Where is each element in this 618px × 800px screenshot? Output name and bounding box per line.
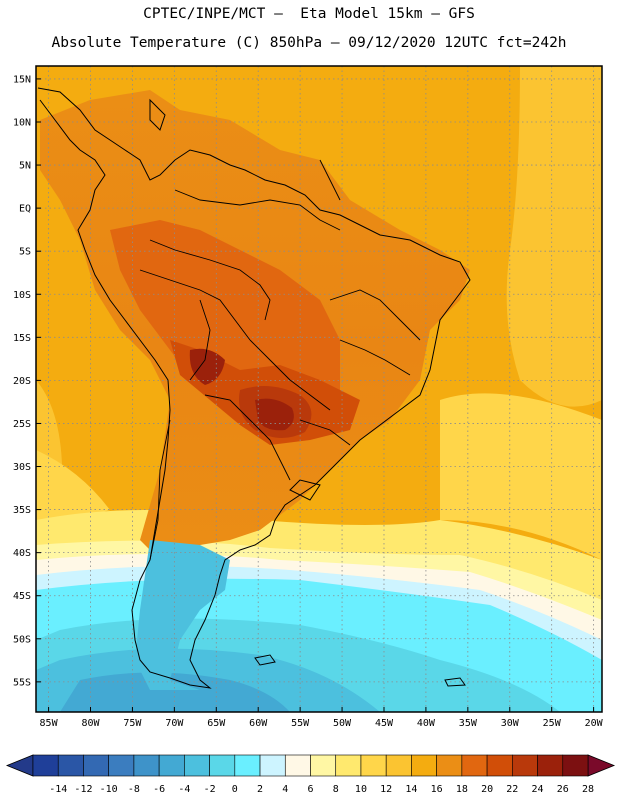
lon-label: 55W (291, 718, 310, 729)
lat-label: 15S (13, 333, 31, 344)
lon-label: 45W (375, 718, 394, 729)
colorbar-label: -2 (204, 784, 216, 795)
colorbar-swatch (411, 754, 437, 777)
map-title-line-2: Absolute Temperature (C) 850hPa – 09/12/… (51, 35, 567, 51)
lon-label: 65W (207, 718, 226, 729)
colorbar: -14 -12 -10 -8 -6 -4 -2 0 2 4 6 8 10 12 14 16 18 20 22 24 26… (5, 754, 616, 795)
colorbar-label: 0 (232, 784, 238, 795)
colorbar-swatch (562, 754, 589, 777)
colorbar-swatch (108, 754, 135, 777)
colorbar-label: 14 (405, 784, 417, 795)
lat-label: 40S (13, 548, 31, 559)
colorbar-swatch (209, 754, 236, 777)
colorbar-label: 12 (380, 784, 392, 795)
lon-label: 30W (501, 718, 520, 729)
lon-label: 40W (417, 718, 436, 729)
colorbar-swatch (234, 754, 261, 777)
latitude-labels: 15N 10N 5N EQ 5S 10S 15S 20S 25S 30S 35S 40S 45S 50S 5… (13, 74, 41, 688)
colorbar-swatch (385, 754, 412, 777)
colorbar-swatch (57, 754, 84, 777)
field-14-16-west (36, 450, 110, 530)
lon-label: 20W (585, 718, 604, 729)
lon-label: 85W (40, 718, 59, 729)
lon-label: 50W (333, 718, 352, 729)
colorbar-swatch (360, 754, 387, 777)
lat-label: 15N (13, 74, 31, 85)
map-title-line-1: CPTEC/INPE/MCT – Eta Model 15km – GFS (143, 6, 475, 22)
lat-label: 55S (13, 677, 31, 688)
colorbar-label: 6 (307, 784, 313, 795)
colorbar-label: 24 (532, 784, 544, 795)
lat-label: 35S (13, 505, 31, 516)
colorbar-high-arrow (587, 754, 616, 777)
lon-label: 70W (165, 718, 184, 729)
field-28-plus (255, 398, 294, 431)
temperature-field (36, 66, 602, 712)
colorbar-swatch (184, 754, 210, 777)
map-frame (35, 65, 603, 713)
lat-label: 25S (13, 419, 31, 430)
lat-label: 10N (13, 117, 31, 128)
colorbar-label: -14 (49, 784, 67, 795)
colorbar-swatch (461, 754, 488, 777)
lat-label: 5N (19, 161, 31, 172)
colorbar-label: 26 (557, 784, 569, 795)
colorbar-label: 2 (257, 784, 263, 795)
longitude-labels: 85W 80W 75W 70W 65W 60W 55W 50W 45W 40W 35W 30W 25W 2… (40, 707, 604, 729)
colorbar-swatch (158, 754, 185, 777)
coastlines (37, 87, 471, 689)
colorbar-swatch (310, 754, 337, 777)
lat-label: 10S (13, 290, 31, 301)
colorbar-swatch (83, 754, 109, 777)
colorbar-label: -6 (153, 784, 165, 795)
field-28-plus-bolivia (189, 348, 225, 385)
colorbar-label: -4 (178, 784, 190, 795)
field-minus2-0 (60, 672, 290, 712)
colorbar-label: 10 (355, 784, 367, 795)
colorbar-swatch (284, 754, 311, 777)
lon-label: 35W (459, 718, 478, 729)
field-patagonia (135, 540, 230, 690)
lat-label: 45S (13, 591, 31, 602)
country-borders (139, 159, 421, 561)
colorbar-swatch (133, 754, 160, 777)
colorbar-label: 8 (333, 784, 339, 795)
field-16-18-east (506, 66, 602, 407)
colorbar-swatch (259, 754, 286, 777)
colorbar-label: 16 (431, 784, 443, 795)
colorbar-label: 18 (456, 784, 468, 795)
colorbar-label: -10 (100, 784, 118, 795)
colorbar-label: -12 (74, 784, 92, 795)
colorbar-swatch (32, 754, 59, 777)
lat-label: 5S (19, 247, 31, 258)
lat-label: 20S (13, 376, 31, 387)
colorbar-label: 20 (481, 784, 493, 795)
colorbar-label: -8 (128, 784, 140, 795)
field-14-16-east (440, 393, 602, 560)
lon-label: 80W (81, 718, 100, 729)
lat-label: 50S (13, 634, 31, 645)
lat-label: 30S (13, 462, 31, 473)
colorbar-swatch (512, 754, 538, 777)
lon-label: 25W (543, 718, 562, 729)
colorbar-low-arrow (5, 754, 34, 777)
lon-label: 60W (249, 718, 268, 729)
colorbar-swatch (486, 754, 513, 777)
colorbar-label: 28 (582, 784, 594, 795)
lat-label: EQ (19, 204, 31, 215)
colorbar-swatch (335, 754, 362, 777)
colorbar-swatch (537, 754, 564, 777)
lon-label: 75W (123, 718, 142, 729)
colorbar-swatch (436, 754, 463, 777)
colorbar-label: 4 (282, 784, 288, 795)
colorbar-label: 22 (506, 784, 518, 795)
